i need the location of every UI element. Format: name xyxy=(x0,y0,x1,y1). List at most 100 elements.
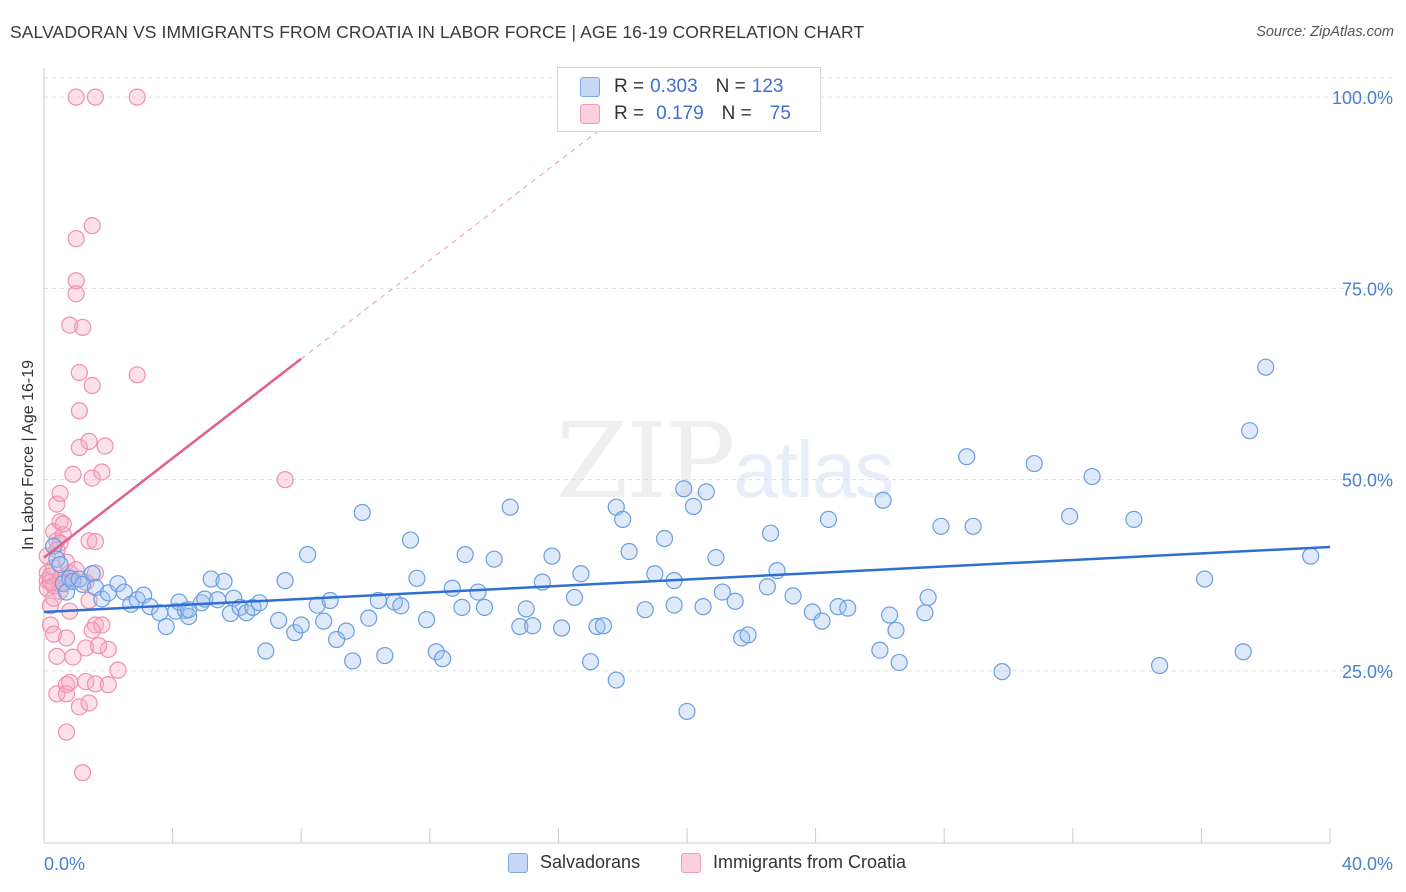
salvadoran-point xyxy=(694,598,712,616)
salvadoran-point xyxy=(57,583,76,601)
salvadoran-points xyxy=(45,358,1320,721)
croatia-point xyxy=(96,437,114,455)
salvadoran-trend-line xyxy=(43,545,1331,614)
salvadoran-point xyxy=(157,617,175,636)
bottom-legend-label: Immigrants from Croatia xyxy=(713,852,907,872)
bottom-legend-croatia: Immigrants from Croatia xyxy=(681,852,906,873)
salvadoran-point xyxy=(697,483,715,501)
salvadoran-point xyxy=(434,650,452,668)
croatia-point xyxy=(57,723,76,741)
salvadoran-point xyxy=(607,671,625,689)
legend-n-value: 123 xyxy=(751,76,784,97)
salvadoran-point xyxy=(517,600,535,618)
salvadoran-point xyxy=(594,617,613,635)
salvadoran-point xyxy=(588,617,606,636)
salvadoran-point xyxy=(726,592,744,610)
legend-swatch-pink xyxy=(580,104,600,124)
croatia-point xyxy=(67,272,85,290)
croatia-trend-line xyxy=(43,357,302,559)
legend-r-label: R = xyxy=(614,76,645,97)
salvadoran-point xyxy=(1196,570,1214,588)
salvadoran-point xyxy=(1257,358,1275,376)
croatia-point xyxy=(64,465,82,483)
croatia-point xyxy=(73,318,92,336)
salvadoran-point xyxy=(784,587,802,605)
salvadoran-point xyxy=(524,617,542,635)
croatia-point xyxy=(80,432,98,450)
croatia-point xyxy=(70,402,88,420)
salvadoran-point xyxy=(675,480,693,498)
croatia-point xyxy=(83,469,101,487)
salvadoran-point xyxy=(202,570,220,588)
legend-n-label: N = xyxy=(721,103,752,124)
chart-title: SALVADORAN VS IMMIGRANTS FROM CROATIA IN… xyxy=(10,22,865,42)
salvadoran-point xyxy=(180,607,198,626)
croatia-point xyxy=(128,88,146,106)
salvadoran-point xyxy=(761,524,780,542)
salvadoran-point xyxy=(655,529,674,548)
salvadoran-point xyxy=(739,626,757,644)
salvadoran-point xyxy=(73,575,92,594)
y-tick-label: 100.0% xyxy=(1332,88,1393,108)
x-tick-label: 0.0% xyxy=(44,854,85,874)
salvadoran-point xyxy=(417,611,436,629)
salvadoran-point xyxy=(871,641,889,659)
x-tick-label: 40.0% xyxy=(1342,854,1393,874)
salvadoran-point xyxy=(819,510,838,529)
croatia-point xyxy=(54,515,72,533)
legend-row-croatia: R = 0.179 N = 75 xyxy=(580,101,809,127)
salvadoran-point xyxy=(1060,507,1079,525)
salvadoran-point xyxy=(665,596,683,614)
salvadoran-point xyxy=(408,569,426,587)
salvadoran-point xyxy=(485,550,503,568)
tick-labels: 25.0% 50.0% 75.0% 100.0% 0.0% 40.0% xyxy=(44,88,1393,874)
salvadoran-point xyxy=(209,591,227,609)
salvadoran-point xyxy=(758,578,776,596)
salvadoran-point xyxy=(501,498,519,516)
axes xyxy=(43,68,1331,844)
croatia-point xyxy=(41,616,60,634)
croatia-point xyxy=(83,217,101,235)
bottom-swatch-blue xyxy=(508,852,528,873)
salvadoran-point xyxy=(1083,467,1101,486)
y-tick-label: 25.0% xyxy=(1342,662,1393,682)
salvadoran-point xyxy=(581,653,600,671)
croatia-point xyxy=(48,495,66,513)
croatia-point xyxy=(57,629,76,647)
salvadoran-point xyxy=(1302,547,1320,565)
salvadoran-point xyxy=(48,550,66,568)
bottom-legend-salvadorans: Salvadorans xyxy=(508,852,640,873)
salvadoran-point xyxy=(932,517,950,535)
salvadoran-point xyxy=(887,621,905,639)
trend-lines xyxy=(43,126,1331,614)
croatia-point xyxy=(83,621,101,639)
salvadoran-point xyxy=(919,588,937,607)
bottom-swatch-pink xyxy=(681,852,701,873)
croatia-point xyxy=(70,363,88,382)
croatia-point xyxy=(276,471,294,489)
salvadoran-point xyxy=(646,565,664,583)
salvadoran-point xyxy=(93,590,111,608)
salvadoran-point xyxy=(344,652,362,670)
croatia-point xyxy=(73,764,92,782)
croatia-point xyxy=(61,316,79,334)
salvadoran-point xyxy=(964,517,982,535)
salvadoran-point xyxy=(839,599,857,617)
salvadoran-point xyxy=(456,545,474,564)
salvadoran-point xyxy=(1125,510,1143,529)
croatia-point xyxy=(77,639,95,657)
salvadoran-point xyxy=(337,622,355,640)
salvadoran-point xyxy=(353,503,371,522)
salvadoran-point xyxy=(553,619,571,637)
croatia-point xyxy=(86,532,105,551)
croatia-point xyxy=(80,694,98,712)
salvadoran-point xyxy=(511,617,529,636)
croatia-trend-extension xyxy=(300,126,604,360)
salvadoran-point xyxy=(707,549,725,567)
croatia-point xyxy=(70,698,88,716)
salvadoran-point xyxy=(215,572,233,590)
salvadoran-point xyxy=(469,583,487,601)
croatia-point xyxy=(64,648,82,666)
croatia-point xyxy=(86,88,105,106)
